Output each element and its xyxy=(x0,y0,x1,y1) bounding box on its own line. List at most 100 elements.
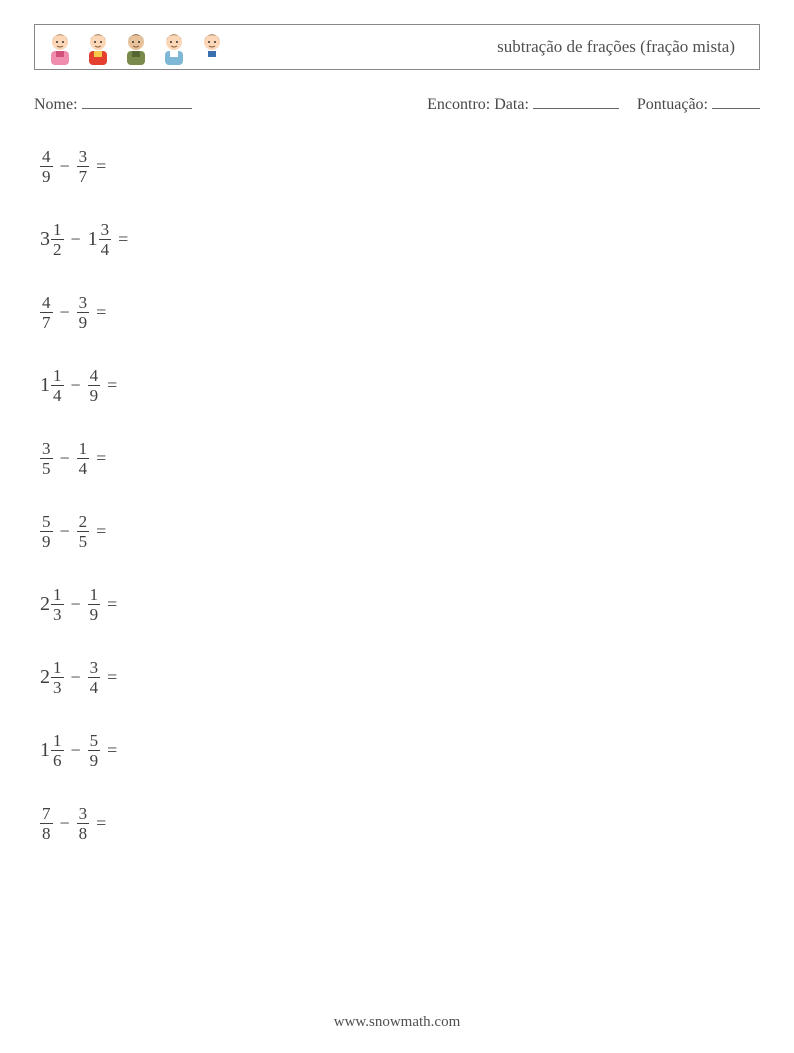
equals-sign: = xyxy=(118,229,128,250)
fraction-b: 25 xyxy=(77,513,90,550)
denominator-b: 9 xyxy=(77,312,90,331)
numerator-b: 4 xyxy=(88,367,101,385)
frac-b: 14 xyxy=(77,440,90,477)
name-blank[interactable] xyxy=(82,94,192,109)
info-row: Nome: Encontro: Data: Pontuação: xyxy=(34,94,760,114)
denominator-b: 9 xyxy=(88,385,101,404)
fraction-a: 78 xyxy=(40,805,53,842)
numerator-b: 3 xyxy=(77,148,90,166)
numerator-a: 1 xyxy=(51,732,64,750)
date-blank[interactable] xyxy=(533,94,619,109)
avatar-firefighter-icon xyxy=(83,29,113,65)
frac-b: 34 xyxy=(88,659,101,696)
fraction-b: 19 xyxy=(88,586,101,623)
avatar-row xyxy=(45,29,227,65)
denominator-b: 4 xyxy=(99,239,112,258)
numerator-b: 1 xyxy=(88,586,101,604)
numerator-a: 1 xyxy=(51,221,64,239)
whole-a: 2 xyxy=(40,666,50,689)
minus-operator: − xyxy=(60,521,70,542)
numerator-a: 1 xyxy=(51,586,64,604)
problem-row: 114−49= xyxy=(40,367,760,404)
fraction-a: 116 xyxy=(40,732,64,769)
frac-a: 47 xyxy=(40,294,53,331)
fraction-a: 312 xyxy=(40,221,64,258)
equals-sign: = xyxy=(107,667,117,688)
denominator-a: 9 xyxy=(40,166,53,185)
minus-operator: − xyxy=(71,229,81,250)
problem-row: 59−25 = xyxy=(40,513,760,550)
denominator-a: 7 xyxy=(40,312,53,331)
score-label: Pontuação: xyxy=(637,96,708,113)
fraction-a: 213 xyxy=(40,659,64,696)
whole-a: 1 xyxy=(40,739,50,762)
whole-a: 1 xyxy=(40,374,50,397)
frac-b: 39 xyxy=(77,294,90,331)
fraction-a: 49 xyxy=(40,148,53,185)
frac-a: 16 xyxy=(51,732,64,769)
frac-a: 14 xyxy=(51,367,64,404)
whole-b: 1 xyxy=(88,228,98,251)
whole-a: 3 xyxy=(40,228,50,251)
minus-operator: − xyxy=(60,448,70,469)
problem-row: 213−34 = xyxy=(40,659,760,696)
numerator-a: 4 xyxy=(40,294,53,312)
denominator-b: 4 xyxy=(77,458,90,477)
problem-row: 47−39= xyxy=(40,294,760,331)
fraction-b: 14 xyxy=(77,440,90,477)
date-field: Encontro: Data: xyxy=(427,94,619,114)
denominator-b: 9 xyxy=(88,750,101,769)
numerator-b: 3 xyxy=(77,294,90,312)
problem-row: 312−134= xyxy=(40,221,760,258)
score-field: Pontuação: xyxy=(637,94,760,114)
numerator-a: 7 xyxy=(40,805,53,823)
frac-b: 25 xyxy=(77,513,90,550)
numerator-a: 3 xyxy=(40,440,53,458)
denominator-b: 4 xyxy=(88,677,101,696)
denominator-a: 8 xyxy=(40,823,53,842)
fraction-a: 47 xyxy=(40,294,53,331)
fraction-b: 37 xyxy=(77,148,90,185)
footer-link[interactable]: www.snowmath.com xyxy=(0,1014,794,1031)
numerator-b: 1 xyxy=(77,440,90,458)
minus-operator: − xyxy=(71,594,81,615)
fraction-a: 213 xyxy=(40,586,64,623)
problem-row: 116−59= xyxy=(40,732,760,769)
minus-operator: − xyxy=(71,667,81,688)
equals-sign: = xyxy=(96,521,106,542)
fraction-b: 38 xyxy=(77,805,90,842)
name-label: Nome: xyxy=(34,96,78,113)
equals-sign: = xyxy=(107,375,117,396)
problem-row: 213−19= xyxy=(40,586,760,623)
avatar-nurse-icon xyxy=(159,29,189,65)
score-blank[interactable] xyxy=(712,94,760,109)
fraction-b: 34 xyxy=(88,659,101,696)
fraction-a: 59 xyxy=(40,513,53,550)
minus-operator: − xyxy=(60,156,70,177)
minus-operator: − xyxy=(60,813,70,834)
frac-b: 38 xyxy=(77,805,90,842)
equals-sign: = xyxy=(107,740,117,761)
denominator-a: 3 xyxy=(51,604,64,623)
numerator-b: 3 xyxy=(88,659,101,677)
fraction-a: 114 xyxy=(40,367,64,404)
numerator-b: 3 xyxy=(99,221,112,239)
denominator-b: 7 xyxy=(77,166,90,185)
avatar-woman-icon xyxy=(45,29,75,65)
denominator-b: 9 xyxy=(88,604,101,623)
problem-list: 49−37=312−134=47−39=114−49=35−14=59−25=2… xyxy=(34,148,760,842)
equals-sign: = xyxy=(96,813,106,834)
fraction-b: 59 xyxy=(88,732,101,769)
frac-a: 13 xyxy=(51,586,64,623)
problem-row: 78−38= xyxy=(40,805,760,842)
denominator-a: 4 xyxy=(51,385,64,404)
denominator-a: 6 xyxy=(51,750,64,769)
equals-sign: = xyxy=(107,594,117,615)
numerator-a: 4 xyxy=(40,148,53,166)
fraction-b: 39 xyxy=(77,294,90,331)
numerator-b: 3 xyxy=(77,805,90,823)
frac-b: 59 xyxy=(88,732,101,769)
frac-a: 12 xyxy=(51,221,64,258)
frac-a: 13 xyxy=(51,659,64,696)
minus-operator: − xyxy=(60,302,70,323)
